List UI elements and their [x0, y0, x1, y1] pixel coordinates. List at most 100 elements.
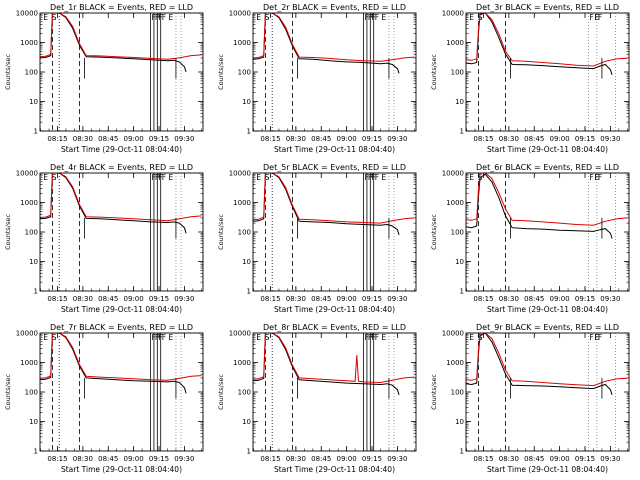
event-letter: S — [265, 333, 270, 342]
x-tick-label: 09:15 — [149, 455, 169, 463]
chart-title: Det_4r BLACK = Events, RED = LLD — [50, 163, 193, 172]
chart-panel: Det_7r BLACK = Events, RED = LLD Counts/s… — [4, 323, 204, 474]
series-line-events — [253, 333, 400, 396]
series-line-events — [253, 173, 400, 236]
event-letter: F — [158, 13, 162, 22]
x-tick-label: 08:30 — [499, 455, 519, 463]
x-tick-label: 08:15 — [473, 295, 493, 303]
x-tick-label: 08:45 — [98, 455, 118, 463]
event-letter: F — [152, 333, 156, 342]
x-tick-label: 08:45 — [311, 455, 331, 463]
x-tick-label: 09:00 — [124, 295, 144, 303]
y-tick-label: 1 — [247, 448, 251, 456]
y-tick-label: 10000 — [16, 170, 38, 178]
x-tick-label: 09:30 — [600, 455, 620, 463]
event-letter: E — [469, 13, 474, 22]
series-line-events — [40, 173, 187, 234]
x-tick-label: 09:30 — [174, 295, 194, 303]
series-line-lld — [40, 13, 202, 60]
y-tick-label: 10000 — [442, 330, 464, 338]
chart-title: Det_3r BLACK = Events, RED = LLD — [476, 3, 619, 12]
x-tick-label: 09:30 — [387, 135, 407, 143]
y-tick-label: 10 — [455, 98, 464, 106]
event-letter: F — [371, 13, 375, 22]
event-letter: E — [43, 13, 48, 22]
x-tick-label: 09:00 — [337, 135, 357, 143]
event-letter: F — [162, 173, 166, 182]
y-tick-label: 10 — [242, 418, 251, 426]
event-letter: F — [598, 13, 602, 22]
plot-frame — [465, 332, 630, 452]
x-axis-label: Start Time (29-Oct-11 08:04:40) — [61, 465, 182, 474]
y-axis-label: Counts/sec — [4, 54, 12, 90]
event-letter: E — [594, 333, 599, 342]
x-tick-label: 08:45 — [524, 455, 544, 463]
plot-frame — [465, 172, 630, 292]
x-tick-label: 09:00 — [550, 295, 570, 303]
x-tick-label: 09:30 — [174, 135, 194, 143]
chart-title: Det_6r BLACK = Events, RED = LLD — [476, 163, 619, 172]
y-tick-label: 1000 — [20, 39, 38, 47]
event-letter: E — [168, 333, 173, 342]
y-tick-label: 1 — [460, 288, 464, 296]
y-tick-label: 1 — [247, 128, 251, 136]
event-letter: F — [594, 13, 598, 22]
y-tick-label: 1000 — [20, 359, 38, 367]
y-tick-label: 10000 — [229, 170, 251, 178]
chart-panel: Det_5r BLACK = Events, RED = LLD Counts/s… — [217, 163, 417, 314]
y-tick-label: 10 — [455, 258, 464, 266]
x-tick-label: 09:30 — [600, 135, 620, 143]
x-tick-label: 08:45 — [524, 135, 544, 143]
y-tick-label: 100 — [451, 389, 464, 397]
x-tick-label: 08:45 — [524, 295, 544, 303]
y-tick-label: 100 — [238, 389, 251, 397]
event-letter: F — [589, 333, 593, 342]
x-tick-label: 08:30 — [286, 135, 306, 143]
series-line-events — [40, 333, 187, 394]
series-line-events — [40, 13, 187, 73]
chart-title: Det_1r BLACK = Events, RED = LLD — [50, 3, 193, 12]
chart-panel: Det_6r BLACK = Events, RED = LLD Counts/s… — [430, 163, 630, 314]
event-letter: F — [375, 173, 379, 182]
event-letter: E — [381, 333, 386, 342]
x-axis-label: Start Time (29-Oct-11 08:04:40) — [61, 305, 182, 314]
x-axis-label: Start Time (29-Oct-11 08:04:40) — [487, 145, 608, 154]
series-line-lld — [40, 333, 202, 381]
x-tick-label: 09:00 — [550, 135, 570, 143]
x-tick-label: 09:15 — [575, 295, 595, 303]
event-letter: E — [256, 13, 261, 22]
y-tick-label: 100 — [238, 69, 251, 77]
plot-frame — [465, 12, 630, 132]
x-tick-label: 09:15 — [362, 455, 382, 463]
event-letter: F — [158, 173, 162, 182]
y-tick-label: 1000 — [233, 359, 251, 367]
x-tick-label: 08:30 — [499, 295, 519, 303]
event-letter: F — [162, 333, 166, 342]
x-tick-label: 08:45 — [98, 295, 118, 303]
y-axis-label: Counts/sec — [217, 214, 225, 250]
chart-panel: Det_8r BLACK = Events, RED = LLD Counts/s… — [217, 323, 417, 474]
event-letter: E — [43, 173, 48, 182]
x-tick-label: 09:15 — [149, 295, 169, 303]
series-line-lld — [466, 333, 628, 387]
event-letter: E — [256, 173, 261, 182]
event-letter: F — [594, 173, 598, 182]
event-letter: E — [43, 333, 48, 342]
y-tick-label: 100 — [238, 229, 251, 237]
event-letter: F — [365, 173, 369, 182]
series-line-lld — [253, 13, 415, 62]
series-line-events — [253, 13, 400, 74]
y-tick-label: 10000 — [229, 330, 251, 338]
event-letter: F — [598, 333, 602, 342]
x-tick-label: 09:15 — [575, 135, 595, 143]
x-tick-label: 08:15 — [47, 295, 67, 303]
x-tick-label: 08:30 — [286, 455, 306, 463]
y-tick-label: 1 — [34, 288, 38, 296]
event-letter: E — [594, 173, 599, 182]
event-letter: F — [371, 333, 375, 342]
x-tick-label: 09:15 — [575, 455, 595, 463]
y-axis-label: Counts/sec — [217, 374, 225, 410]
event-letter: F — [368, 13, 372, 22]
y-tick-label: 100 — [25, 229, 38, 237]
chart-title: Det_8r BLACK = Events, RED = LLD — [263, 323, 406, 332]
